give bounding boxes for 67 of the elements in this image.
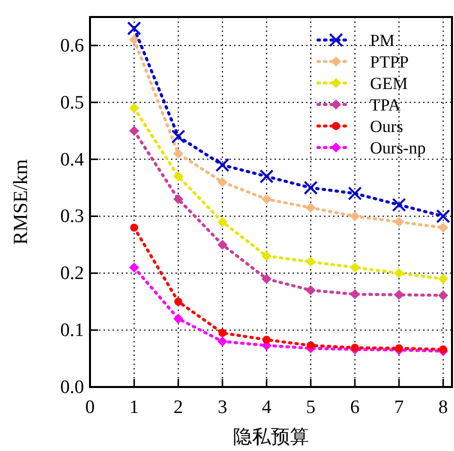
legend-label: Ours-np [370, 138, 426, 158]
x-tick-label: 8 [438, 397, 448, 418]
point [129, 262, 140, 272]
point [171, 130, 186, 144]
point [306, 285, 316, 296]
point [394, 216, 404, 227]
point [438, 274, 448, 284]
x-tick-label: 3 [218, 397, 228, 418]
point [174, 298, 182, 306]
x-tick-label: 2 [174, 397, 184, 418]
y-tick-label: 0.3 [60, 206, 84, 228]
point [350, 289, 360, 300]
point [306, 202, 316, 213]
point [173, 314, 184, 324]
point [130, 224, 138, 232]
y-tick-label: 0.5 [60, 92, 84, 114]
point [392, 198, 406, 212]
point [217, 336, 228, 346]
point [304, 180, 318, 195]
point [394, 290, 404, 300]
point [350, 344, 359, 352]
point [217, 240, 228, 250]
y-tick-label: 0.4 [60, 149, 84, 170]
point [173, 194, 184, 204]
point [306, 256, 316, 267]
point [127, 21, 142, 36]
legend-label: Ours [370, 117, 404, 136]
y-axis-title: RMSE/km [10, 158, 32, 245]
point [217, 177, 228, 188]
point [439, 345, 448, 354]
legend-label: PTPP [370, 52, 409, 72]
point [218, 328, 226, 337]
point [438, 222, 448, 233]
legend-label: TPA [370, 96, 402, 114]
x-axis-title: 隐私预算 [233, 427, 309, 448]
x-tick-label: 1 [129, 397, 139, 418]
point [348, 186, 362, 200]
point [438, 290, 448, 300]
point [262, 194, 272, 204]
point [173, 171, 184, 182]
point [306, 341, 315, 350]
x-tick-label: 7 [394, 397, 404, 418]
x-tick-label: 4 [262, 397, 272, 418]
point [394, 268, 404, 278]
y-tick-label: 0.0 [60, 377, 84, 398]
y-tick-label: 0.2 [60, 263, 84, 284]
point [173, 148, 184, 159]
legend-label: GEM [370, 74, 408, 93]
x-tick-label: 5 [306, 397, 316, 418]
point [436, 209, 450, 224]
point [129, 103, 140, 114]
y-tick-label: 0.6 [60, 35, 84, 56]
point [129, 34, 140, 45]
point [350, 262, 360, 272]
point [262, 251, 272, 262]
point [215, 158, 230, 172]
x-tick-label: 6 [350, 397, 360, 418]
x-tick-label: 0 [85, 397, 95, 418]
point [262, 274, 272, 284]
point [260, 169, 274, 184]
point [129, 126, 140, 136]
point [350, 211, 360, 222]
y-tick-label: 0.1 [60, 320, 84, 342]
point [217, 216, 228, 227]
point [262, 336, 271, 344]
legend-label: PM [370, 31, 395, 50]
point [395, 344, 404, 352]
